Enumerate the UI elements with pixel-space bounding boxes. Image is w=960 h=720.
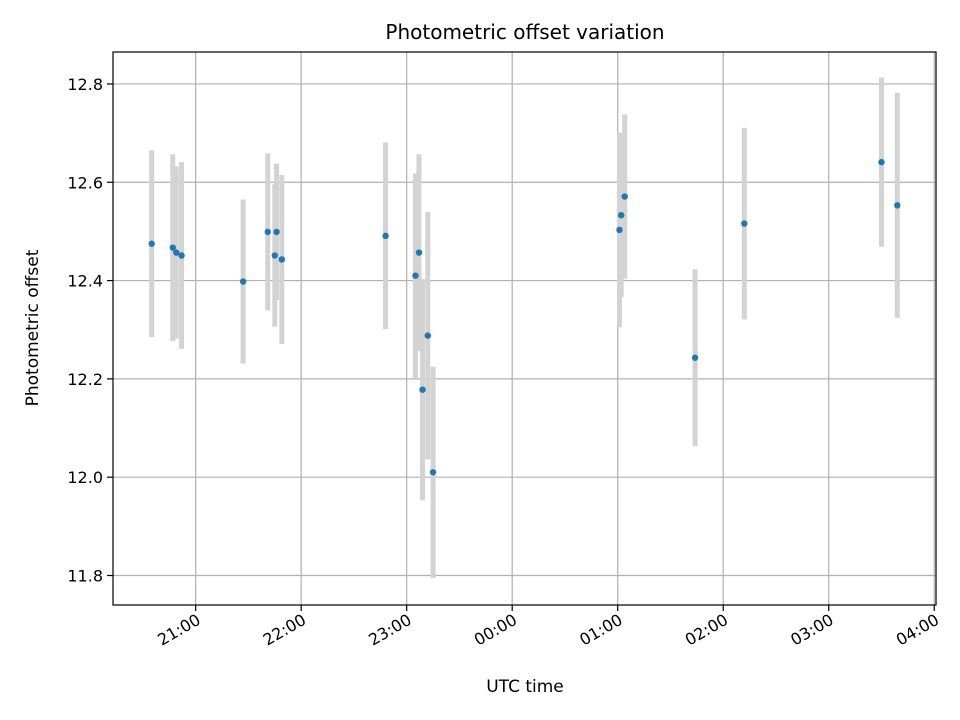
y-tick-label: 12.2: [67, 370, 103, 389]
data-point: [169, 244, 176, 251]
y-tick-label: 12.6: [67, 173, 103, 192]
plot-frame: [112, 51, 937, 606]
data-point: [621, 193, 628, 200]
data-point: [148, 240, 155, 247]
data-point: [382, 232, 389, 240]
data-point: [894, 202, 901, 209]
data-point: [741, 220, 748, 227]
grid: [113, 52, 936, 605]
y-tick-label: 12.4: [67, 272, 103, 291]
data-point: [616, 226, 623, 234]
data-point: [412, 272, 419, 279]
y-axis-label: Photometric offset: [23, 249, 43, 406]
y-axis: 11.8 12.0 12.2 12.4 12.6 12.8: [67, 75, 113, 586]
y-tick-label: 12.8: [67, 75, 103, 94]
data-point: [429, 469, 437, 476]
data-point: [239, 278, 247, 285]
y-tick-label: 12.0: [67, 468, 103, 487]
data-points: [148, 158, 901, 476]
y-tick-label: 11.8: [67, 567, 103, 586]
data-point: [178, 252, 185, 259]
data-point: [424, 332, 431, 339]
data-point: [173, 249, 180, 256]
data-point: [691, 354, 699, 361]
data-point: [419, 386, 426, 393]
data-point: [273, 228, 280, 236]
chart-title: Photometric offset variation: [385, 20, 664, 44]
data-point: [271, 252, 278, 259]
data-point: [415, 249, 423, 256]
data-point: [264, 228, 271, 236]
data-point: [878, 158, 885, 166]
data-point: [278, 256, 286, 263]
data-point: [618, 211, 625, 219]
x-axis-label: UTC time: [486, 677, 564, 697]
